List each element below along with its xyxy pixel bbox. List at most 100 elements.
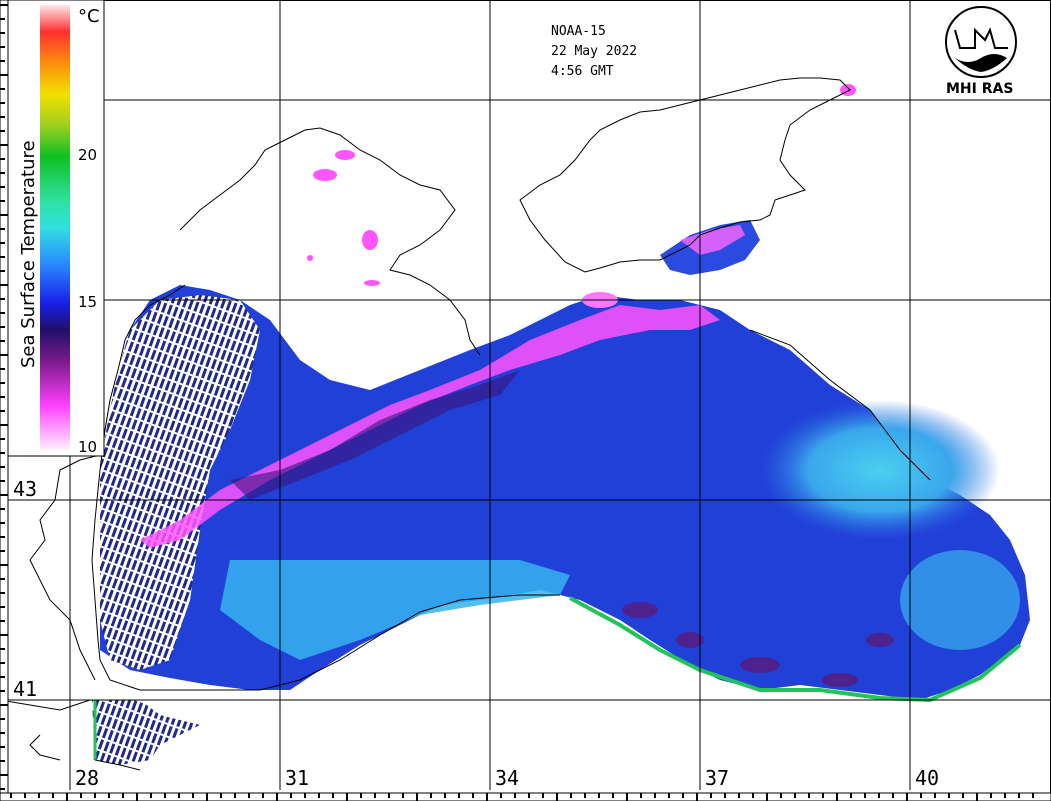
frame-tick <box>766 793 768 801</box>
frame-tick <box>234 793 236 798</box>
crimea-coast <box>519 77 851 273</box>
frame-tick <box>682 793 684 798</box>
frame-tick <box>94 793 96 798</box>
frame-tick <box>0 200 5 202</box>
frame-tick <box>0 368 5 370</box>
west-border <box>29 454 101 681</box>
frame-tick <box>0 214 8 216</box>
frame-tick <box>374 793 376 798</box>
frame-tick <box>444 793 446 798</box>
frame-tick <box>0 172 5 174</box>
east-cyan-patch <box>900 550 1020 650</box>
frame-tick <box>0 74 8 76</box>
frame-tick <box>864 793 866 798</box>
frame-tick <box>0 438 5 440</box>
frame-tick <box>360 793 362 798</box>
frame-tick <box>710 793 712 798</box>
frame-tick <box>276 793 278 801</box>
frame-tick <box>0 704 8 706</box>
frame-tick <box>10 793 12 798</box>
frame-tick <box>0 732 5 734</box>
western-shelf-stripes <box>100 295 260 670</box>
frame-tick <box>808 793 810 798</box>
frame-tick <box>0 718 5 720</box>
frame-tick <box>388 793 390 798</box>
frame-tick <box>66 793 68 801</box>
frame-tick <box>542 793 544 798</box>
frame-tick <box>192 793 194 798</box>
northwest-warm-front <box>140 305 720 548</box>
lon-label-40: 40 <box>915 766 939 790</box>
header: NOAA-15 22 May 2022 4:56 GMT <box>551 24 637 79</box>
marmara-sea <box>92 700 200 765</box>
frame-tick <box>248 793 250 798</box>
frame-tick <box>0 340 5 342</box>
frame-tick <box>430 793 432 798</box>
lon-label-31: 31 <box>285 766 309 790</box>
frame-tick <box>0 32 5 34</box>
frame-tick <box>0 102 5 104</box>
frame-tick <box>528 793 530 798</box>
lat-label-41: 41 <box>13 677 37 701</box>
frame-tick <box>584 793 586 798</box>
frame-tick <box>304 793 306 798</box>
frame-tick <box>696 793 698 801</box>
colorbar-panel: °C Sea Surface Temperature 20 15 10 <box>7 0 105 457</box>
frame-tick <box>0 452 5 454</box>
frame-tick <box>0 550 5 552</box>
frame-tick <box>0 228 5 230</box>
frame-tick <box>738 793 740 798</box>
satellite-name: NOAA-15 <box>551 24 606 39</box>
frame-tick <box>0 130 5 132</box>
frame-tick <box>0 480 5 482</box>
frame-tick <box>948 793 950 798</box>
frame-tick <box>0 158 5 160</box>
frame-tick <box>150 793 152 798</box>
frame-tick <box>780 793 782 798</box>
frame-tick <box>38 793 40 798</box>
frame-tick <box>976 793 978 801</box>
image-date: 22 May 2022 <box>551 44 637 59</box>
northwest-dark-band <box>230 370 520 500</box>
frame-tick <box>892 793 894 798</box>
frame-tick <box>0 312 5 314</box>
lon-label-28: 28 <box>75 766 99 790</box>
georgia-coast <box>749 329 931 481</box>
frame-tick <box>0 634 8 636</box>
frame-tick <box>0 88 5 90</box>
eastern-eddy <box>760 400 1000 540</box>
frame-tick <box>402 793 404 798</box>
frame-tick <box>878 793 880 798</box>
frame-tick <box>122 793 124 798</box>
lon-label-34: 34 <box>495 766 519 790</box>
frame-tick <box>0 326 5 328</box>
frame-tick <box>0 46 5 48</box>
romania-coast <box>99 284 186 471</box>
frame-tick <box>0 144 8 146</box>
frame-tick <box>0 494 8 496</box>
frame-tick <box>906 793 908 801</box>
frame-tick <box>80 793 82 798</box>
frame-tick <box>0 18 5 20</box>
frame-tick <box>0 284 8 286</box>
frame-tick <box>962 793 964 798</box>
frame-tick <box>0 60 5 62</box>
frame-tick <box>164 793 166 798</box>
colorbar-tick-10: 10 <box>78 438 97 456</box>
frame-tick <box>0 592 5 594</box>
logo-text: MHI RAS <box>946 81 1013 97</box>
frame-tick <box>0 270 5 272</box>
frame-tick <box>0 648 5 650</box>
frame-tick <box>668 793 670 798</box>
frame-tick <box>108 793 110 798</box>
frame-tick <box>612 793 614 798</box>
frame-tick <box>220 793 222 798</box>
frame-tick <box>626 793 628 801</box>
frame-tick <box>0 522 5 524</box>
frame-tick <box>0 298 5 300</box>
frame-tick <box>0 788 5 790</box>
frame-tick <box>850 793 852 798</box>
frame-tick <box>598 793 600 798</box>
frame-tick <box>0 186 5 188</box>
